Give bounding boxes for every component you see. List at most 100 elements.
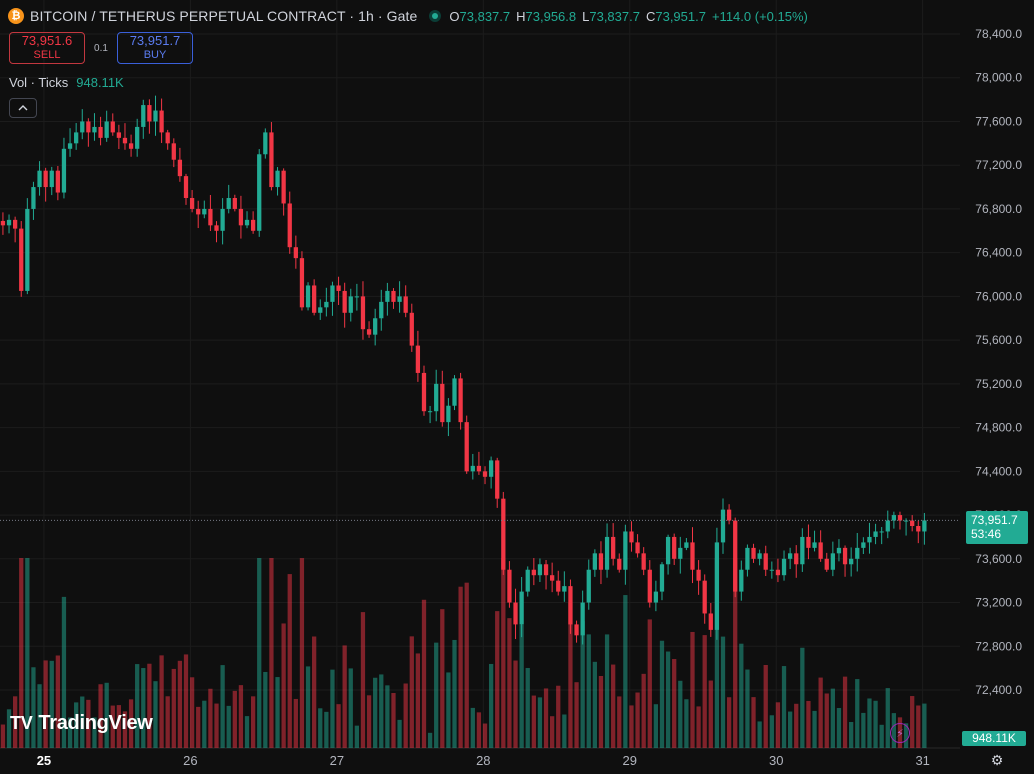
- volume-bar: [25, 558, 30, 748]
- volume-bar: [647, 619, 652, 748]
- candle-body: [470, 465, 475, 472]
- candle-body: [830, 553, 835, 570]
- volume-bar: [305, 666, 311, 748]
- volume-bar: [641, 673, 646, 748]
- candle-body: [690, 542, 695, 570]
- volume-legend[interactable]: Vol · Ticks 948.11K: [9, 75, 124, 90]
- candle-body: [922, 520, 927, 532]
- volume-bar: [507, 618, 512, 748]
- volume-bar: [415, 653, 421, 748]
- candle-body: [318, 307, 323, 313]
- candle-body: [604, 536, 610, 570]
- candlesticks: [0, 95, 927, 645]
- candle-body: [781, 558, 787, 576]
- volume-bar: [562, 714, 567, 748]
- volume-bar: [147, 663, 152, 748]
- lightning-icon[interactable]: ⚡: [890, 723, 910, 743]
- candle-body: [849, 558, 854, 565]
- x-tick-label: 28: [476, 753, 490, 768]
- candle-body: [141, 105, 146, 127]
- volume-bar: [226, 705, 231, 748]
- volume-bars: [0, 558, 927, 748]
- buy-price: 73,951.7: [129, 33, 181, 48]
- volume-bar: [366, 695, 372, 748]
- candle-body: [177, 159, 183, 177]
- candle-body: [879, 531, 884, 533]
- volume-bar: [446, 672, 451, 748]
- market-status-icon: [429, 10, 442, 22]
- settings-gear-icon[interactable]: ⚙: [990, 751, 1004, 768]
- candle-body: [342, 290, 347, 313]
- candle-body: [55, 170, 60, 193]
- candle-body: [678, 547, 683, 559]
- volume-bar: [86, 699, 91, 748]
- candle-body: [415, 345, 421, 373]
- volume-bar: [550, 716, 555, 748]
- volume-bar: [745, 669, 750, 748]
- candle-body: [806, 536, 811, 548]
- candle-body: [842, 547, 848, 565]
- change-value: +114.0 (+0.15%): [711, 8, 808, 24]
- volume-bar: [92, 717, 97, 748]
- volume-bar: [153, 681, 158, 748]
- candle-body: [366, 329, 372, 335]
- candle-body: [751, 547, 756, 559]
- collapse-legend-button[interactable]: [9, 98, 37, 118]
- candle-body: [580, 602, 585, 636]
- sell-button[interactable]: 73,951.6 SELL: [9, 32, 85, 64]
- candle-body: [684, 542, 689, 548]
- sell-price: 73,951.6: [21, 33, 73, 48]
- buy-button[interactable]: 73,951.7 BUY: [117, 32, 193, 64]
- candle-body: [196, 208, 201, 215]
- volume-bar: [354, 725, 360, 748]
- candle-body: [336, 285, 341, 291]
- candle-body: [855, 547, 860, 559]
- volume-bar: [617, 696, 622, 748]
- candle-body: [812, 542, 817, 548]
- chart-header: ₿ BITCOIN / TETHERUS PERPETUAL CONTRACT …: [8, 6, 808, 26]
- volume-bar: [43, 660, 48, 748]
- candle-body: [434, 383, 439, 412]
- volume-bar: [116, 705, 122, 748]
- volume-bar: [19, 558, 24, 748]
- volume-bar: [513, 660, 518, 748]
- candle-countdown: 53:46: [971, 527, 1002, 541]
- tradingview-logo[interactable]: TV TradingView: [10, 712, 153, 735]
- x-tick-label: 29: [623, 753, 637, 768]
- candle-body: [379, 301, 384, 319]
- candle-body: [427, 411, 433, 413]
- volume-bar: [409, 636, 414, 748]
- candle-body: [281, 170, 286, 204]
- candle-body: [739, 569, 744, 592]
- candle-body: [482, 471, 488, 477]
- candle-body: [910, 520, 915, 526]
- volume-bar: [849, 721, 854, 748]
- candle-body: [324, 301, 329, 308]
- candle-body: [43, 170, 48, 188]
- symbol-title[interactable]: BITCOIN / TETHERUS PERPETUAL CONTRACT · …: [30, 8, 418, 24]
- candle-body: [653, 591, 659, 603]
- volume-bar: [476, 712, 482, 748]
- candle-body: [165, 132, 170, 144]
- volume-bar: [537, 697, 543, 748]
- candle-body: [202, 208, 207, 215]
- volume-bar: [757, 721, 762, 748]
- candle-body: [794, 553, 799, 565]
- volume-bar: [482, 723, 488, 748]
- ohlc-values: O73,837.7 H73,956.8 L73,837.7 C73,951.7 …: [449, 8, 808, 24]
- candle-body: [525, 569, 530, 592]
- candle-body: [49, 170, 54, 188]
- volume-bar: [287, 574, 292, 748]
- candle-body: [476, 465, 482, 472]
- candle-body: [611, 536, 616, 559]
- volume-bar: [12, 696, 18, 748]
- candle-body: [531, 569, 536, 576]
- candle-body: [37, 170, 42, 188]
- volume-bar: [159, 655, 164, 748]
- candle-body: [824, 558, 829, 570]
- candle-body: [74, 132, 79, 144]
- volume-bar: [74, 702, 79, 748]
- trade-buttons: 73,951.6 SELL 0.1 73,951.7 BUY: [9, 32, 193, 64]
- y-tick-label: 74,400.0: [975, 464, 1022, 478]
